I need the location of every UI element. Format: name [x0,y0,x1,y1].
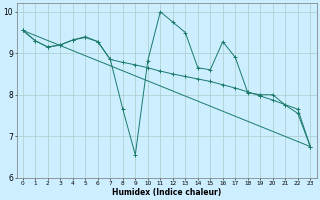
X-axis label: Humidex (Indice chaleur): Humidex (Indice chaleur) [112,188,221,197]
